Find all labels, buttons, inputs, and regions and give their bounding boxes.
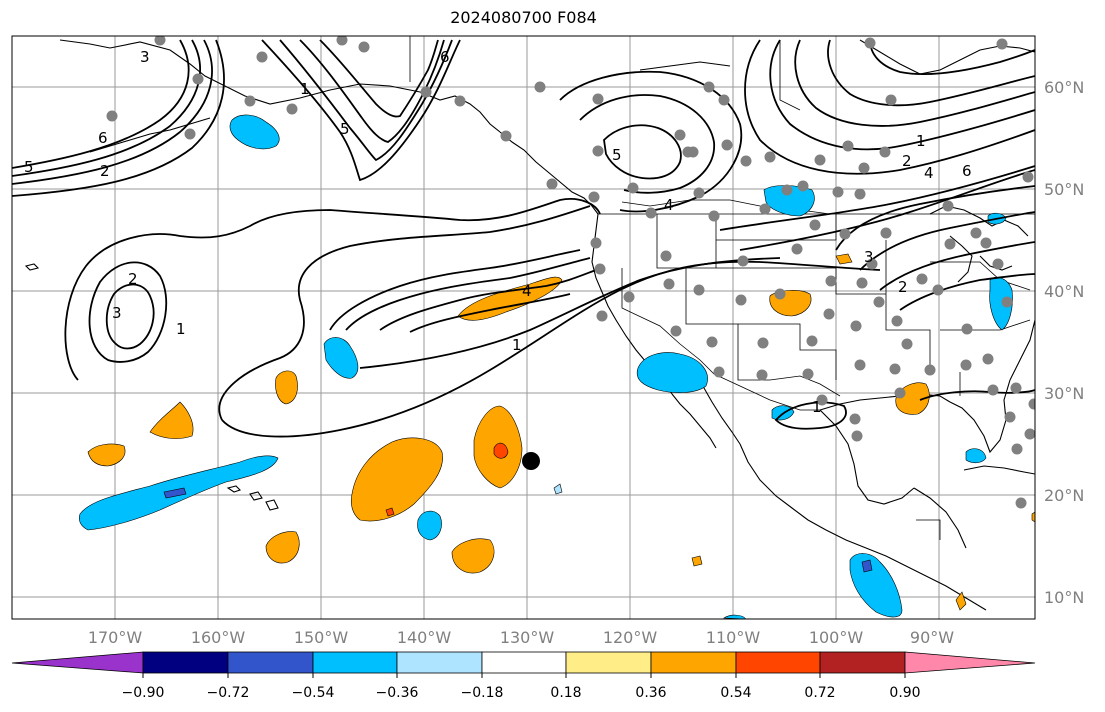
colorbar-tick-label: −0.54: [292, 685, 335, 701]
colorbar-extend-low: [11, 651, 144, 674]
political-borders: [409, 36, 1035, 540]
colorbar-tick-label: 0.90: [889, 685, 920, 701]
longitude-labels: 170°W 160°W 150°W 140°W 130°W 120°W 110°…: [88, 628, 954, 647]
contour-label: 1: [300, 80, 310, 98]
colorbar-tick-label: −0.72: [207, 685, 250, 701]
contour-label: 2: [902, 152, 912, 170]
colorbar-tick-marks: [142, 673, 906, 678]
contour-label: 6: [440, 48, 450, 66]
contour-label: 5: [340, 120, 350, 138]
contour-label: 4: [924, 164, 934, 182]
latitude-labels: 60°N 50°N 40°N 30°N 20°N 10°N: [1044, 78, 1084, 607]
lon-label: 170°W: [88, 628, 143, 647]
lon-label: 100°W: [809, 628, 864, 647]
contour-label: 2: [898, 278, 908, 296]
lat-label: 30°N: [1044, 384, 1084, 403]
contour-label: 1: [916, 132, 926, 150]
lat-label: 10°N: [1044, 588, 1084, 607]
contour-label: 2: [100, 162, 110, 180]
contour-lines: [12, 39, 1035, 438]
contour-label: 1: [812, 398, 822, 416]
contour-label: 6: [962, 162, 972, 180]
contour-label: 1: [176, 320, 186, 338]
contour-label: 3: [864, 248, 874, 266]
colorbar-segment: [312, 651, 398, 674]
map-background: [12, 36, 1035, 619]
colorbar-segment: [396, 651, 483, 674]
colorbar-segment: [142, 651, 229, 674]
colorbar-segment: [735, 651, 821, 674]
contour-label: 3: [140, 48, 150, 66]
lon-label: 130°W: [500, 628, 555, 647]
colorbar-tick-label: 0.54: [720, 685, 751, 701]
contour-label: 3: [112, 304, 122, 322]
lon-label: 160°W: [191, 628, 246, 647]
lon-label: 90°W: [910, 628, 954, 647]
lat-label: 40°N: [1044, 282, 1084, 301]
contour-label: 1: [512, 336, 522, 354]
colorbar-segment: [650, 651, 737, 674]
colorbar-segment: [565, 651, 652, 674]
contour-label: 5: [612, 146, 622, 164]
lat-label: 50°N: [1044, 180, 1084, 199]
lon-label: 120°W: [603, 628, 658, 647]
colorbar-tick-label: −0.18: [461, 685, 504, 701]
lat-label: 60°N: [1044, 78, 1084, 97]
negative-anomaly-fills: [78, 114, 1013, 619]
colorbar-tick-label: −0.36: [376, 685, 419, 701]
colorbar-tick-label: −0.90: [122, 685, 165, 701]
contour-labels: 6 5 2 3 6 1 5 4 1 2 3 1 2 4 6 1 5 2 4 3 …: [24, 48, 972, 416]
colorbar-segment: [481, 651, 567, 674]
map-frame: [11, 35, 1036, 620]
colorbar-segment: [819, 651, 906, 674]
lon-label: 110°W: [706, 628, 761, 647]
storm-position-marker: [522, 452, 540, 470]
colorbar-tick-label: 0.72: [804, 685, 835, 701]
colorbar-tick-labels: −0.90 −0.72 −0.54 −0.36 −0.18 0.18 0.36 …: [122, 685, 921, 701]
map-title: 2024080700 F084: [450, 8, 597, 27]
lat-label: 20°N: [1044, 486, 1084, 505]
colorbar-tick-label: 0.18: [550, 685, 581, 701]
colorbar-extend-high: [904, 651, 1036, 674]
contour-label: 5: [24, 158, 34, 176]
contour-label: 6: [98, 129, 108, 147]
colorbar-tick-label: 0.36: [635, 685, 666, 701]
lon-label: 150°W: [294, 628, 349, 647]
lon-label: 140°W: [397, 628, 452, 647]
colorbar: [11, 651, 1036, 674]
station-dots: [106, 36, 1035, 509]
colorbar-segment: [227, 651, 314, 674]
positive-anomaly-fills: [87, 253, 1035, 611]
contour-label: 2: [128, 270, 138, 288]
contour-label: 4: [522, 282, 532, 300]
contour-label: 4: [664, 196, 674, 214]
